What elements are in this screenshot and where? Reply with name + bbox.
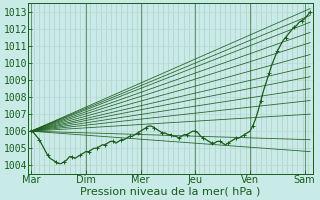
X-axis label: Pression niveau de la mer( hPa ): Pression niveau de la mer( hPa )	[80, 187, 261, 197]
